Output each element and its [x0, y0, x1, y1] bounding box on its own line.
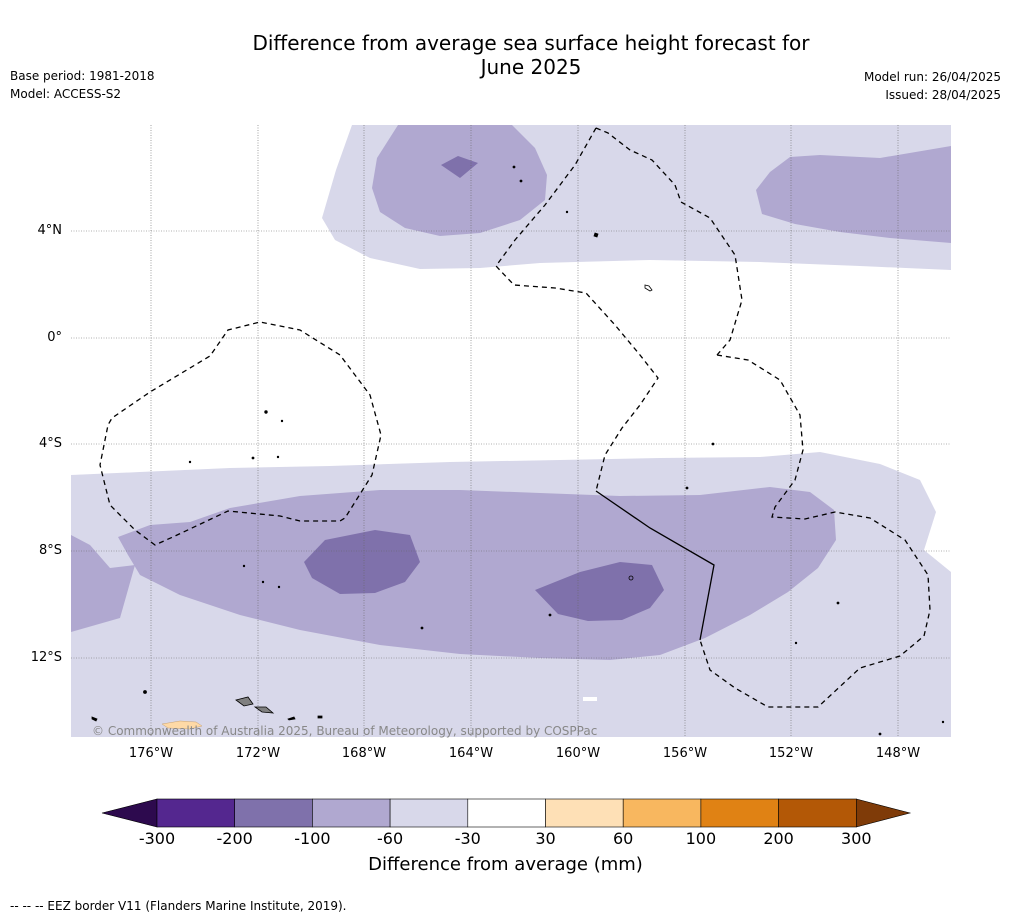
- eez-border-kiribati: [495, 127, 931, 708]
- contour-dark-small-north: [441, 156, 478, 178]
- island-20: [794, 641, 798, 645]
- island-21: [143, 690, 147, 694]
- colorbar-extend-low: [101, 798, 158, 828]
- island-8: [251, 456, 255, 460]
- island-samoa-2: [253, 706, 275, 714]
- island-24: [317, 715, 323, 719]
- eez-footnote: -- -- -- EEZ border V11 (Flanders Marine…: [10, 899, 347, 913]
- island-15: [242, 564, 246, 568]
- lon-label-156w: 156°W: [662, 746, 708, 761]
- lon-label-164w: 164°W: [448, 746, 494, 761]
- map-fill-layer: [71, 125, 951, 737]
- contour-mid-north-east: [756, 146, 951, 243]
- colorbar-tick-label: 60: [613, 829, 634, 848]
- colorbar-tick-label: 30: [535, 829, 556, 848]
- colorbar-tick-label: 100: [685, 829, 717, 848]
- meta-right: Model run: 26/04/2025 Issued: 28/04/2025: [864, 68, 1001, 104]
- island-7: [280, 419, 284, 423]
- island-9: [276, 455, 280, 459]
- lat-label-4s: 4°S: [38, 436, 62, 451]
- island-1: [593, 232, 599, 238]
- island-4: [519, 179, 523, 183]
- contour-mid-north-west: [372, 125, 547, 236]
- island-16: [261, 580, 265, 584]
- colorbar-tick-label: 200: [763, 829, 794, 848]
- island-25: [878, 732, 882, 736]
- contour-mid-south-west: [71, 535, 135, 632]
- colorbar-tick-label: -300: [138, 829, 176, 848]
- map-title-line2: June 2025: [480, 55, 582, 79]
- colorbar-segment: [312, 798, 391, 828]
- island-american-samoa: [161, 720, 203, 730]
- model-text: Model: ACCESS-S2: [10, 87, 122, 101]
- island-10: [188, 460, 192, 464]
- contour-dark-south-west: [304, 530, 420, 594]
- colorbar-extend-high: [856, 798, 912, 828]
- lon-label-176w: 176°W: [128, 746, 174, 761]
- colorbar-segment: [467, 798, 546, 828]
- lon-label-160w: 160°W: [555, 746, 601, 761]
- island-22: [91, 716, 98, 722]
- colorbar-segment: [389, 798, 469, 828]
- colorbar-tick-label: -200: [216, 829, 253, 848]
- eez-borders: [99, 127, 931, 708]
- island-12: [685, 486, 689, 490]
- islands: [91, 165, 945, 736]
- lat-label-12s: 12°S: [30, 650, 62, 665]
- island-3: [512, 165, 516, 169]
- colorbar-segment: [700, 798, 779, 828]
- colorbar-label: Difference from average (mm): [368, 854, 643, 875]
- island-11: [711, 442, 715, 446]
- lon-label-168w: 168°W: [341, 746, 387, 761]
- map-title: Difference from average sea surface heig…: [200, 31, 862, 79]
- colorbar-tick-label: -60: [377, 829, 404, 848]
- colorbar: [101, 798, 912, 828]
- issued-text: Issued: 28/04/2025: [885, 88, 1001, 102]
- colorbar-segment: [622, 798, 702, 828]
- meta-left: Base period: 1981-2018 Model: ACCESS-S2: [10, 67, 155, 103]
- island-13: [628, 575, 634, 581]
- island-5: [565, 210, 569, 214]
- grid-lines: [71, 125, 951, 737]
- eez-border-solid: [595, 490, 715, 641]
- map-title-line1: Difference from average sea surface heig…: [252, 31, 810, 55]
- island-23: [287, 716, 296, 721]
- copyright-text: © Commonwealth of Australia 2025, Bureau…: [92, 724, 598, 738]
- island-26: [941, 720, 945, 724]
- lon-label-148w: 148°W: [875, 746, 921, 761]
- island-19: [836, 601, 840, 605]
- island-2: [644, 284, 653, 292]
- colorbar-segment: [156, 798, 235, 828]
- colorbar-tick-label: 300: [841, 829, 872, 848]
- colorbar-tick-label: -30: [454, 829, 481, 848]
- colorbar-segment: [234, 798, 313, 828]
- island-samoa-1: [235, 696, 254, 707]
- colorbar-tick-label: -100: [294, 829, 331, 848]
- lat-label-8s: 8°S: [38, 543, 62, 558]
- lon-label-172w: 172°W: [235, 746, 281, 761]
- lat-label-0: 0°: [47, 330, 62, 345]
- lon-label-152w: 152°W: [768, 746, 814, 761]
- island-6: [264, 410, 268, 414]
- island-14: [548, 613, 552, 617]
- model-run-text: Model run: 26/04/2025: [863, 70, 1001, 84]
- base-period-text: Base period: 1981-2018: [10, 69, 155, 83]
- contour-mid-south: [118, 487, 836, 660]
- colorbar-segment: [778, 798, 857, 828]
- eez-border-tokelau: [99, 321, 382, 546]
- contour-dark-south-east: [535, 562, 664, 621]
- island-17: [277, 585, 281, 589]
- colorbar-segment: [545, 798, 624, 828]
- lat-label-4n: 4°N: [37, 223, 63, 238]
- white-patch: [583, 697, 597, 701]
- island-18: [420, 626, 424, 630]
